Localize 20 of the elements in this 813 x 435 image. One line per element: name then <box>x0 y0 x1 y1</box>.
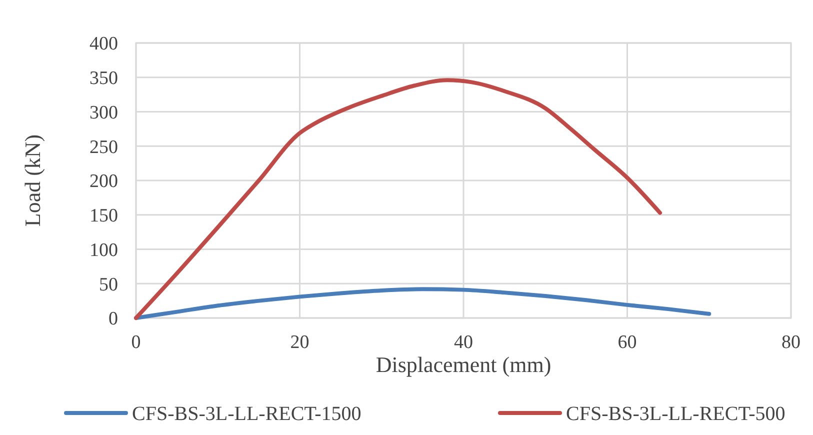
y-tick-label: 250 <box>90 136 118 158</box>
y-tick-label: 200 <box>90 171 118 192</box>
y-tick-label: 100 <box>90 240 118 261</box>
x-tick-label: 80 <box>782 332 800 353</box>
y-axis-title: Load (kN) <box>20 134 45 227</box>
y-tick-label: 50 <box>99 274 118 296</box>
y-tick-label: 150 <box>90 206 118 227</box>
line-series <box>134 78 662 320</box>
line-series <box>134 287 712 320</box>
y-tick-label: 350 <box>90 68 118 90</box>
y-tick-label: 0 <box>108 308 118 330</box>
y-tick-label: 300 <box>90 102 118 124</box>
x-tick-label: 20 <box>290 332 310 353</box>
y-tick-label: 400 <box>90 34 118 55</box>
x-tick-label: 40 <box>454 332 473 353</box>
x-axis-title: Displacement (mm) <box>376 352 552 377</box>
x-tick-label: 60 <box>618 332 637 353</box>
legend-label: CFS-BS-3L-LL-RECT-1500 <box>132 403 362 425</box>
legend-label: CFS-BS-3L-LL-RECT-500 <box>566 403 786 425</box>
x-tick-label: 0 <box>131 332 141 353</box>
